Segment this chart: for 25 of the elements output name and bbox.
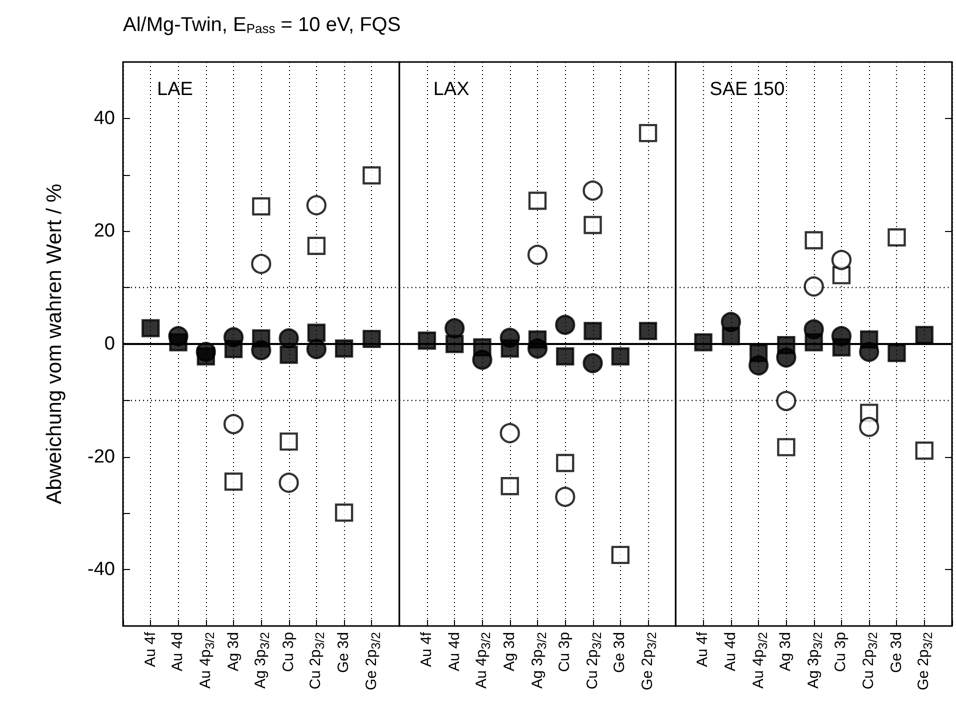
- x-tick-label: Ge 3d: [611, 632, 630, 673]
- x-tick-label: Cu 3p: [280, 632, 298, 672]
- annotation: SAE 150: [710, 79, 785, 100]
- x-tick-label: Au 4d: [722, 632, 740, 672]
- x-tick-label: Ag 3d: [500, 632, 519, 672]
- chart-title: Al/Mg-Twin, EPass = 10 eV, FQS: [123, 14, 401, 36]
- x-tick-label: Au 4f: [142, 632, 160, 668]
- y-tick-label: 40: [94, 108, 115, 129]
- y-tick-label: -40: [88, 559, 115, 580]
- annotation: LAX: [433, 79, 470, 100]
- y-axis-title: Abweichung vom wahren Wert / %: [43, 184, 66, 504]
- y-tick-label: 0: [104, 334, 115, 354]
- x-tick-label: Ag 3d: [224, 632, 243, 672]
- x-tick-label: Cu 3p: [556, 632, 574, 672]
- x-tick-label: Cu 3p: [832, 632, 850, 672]
- x-tick-label: Ge 3d: [888, 632, 906, 673]
- annotation: LAE: [157, 79, 193, 100]
- x-tick-label: Au 4f: [694, 632, 712, 668]
- x-tick-label: Au 4d: [446, 632, 464, 672]
- y-tick-label: -20: [88, 446, 115, 468]
- x-tick-label: Au 4d: [169, 632, 188, 672]
- x-tick-label: Ag 3d: [777, 632, 796, 672]
- y-tick-label: 20: [94, 220, 115, 242]
- x-tick-label: Au 4f: [418, 632, 436, 668]
- x-tick-label: Ge 3d: [335, 632, 354, 673]
